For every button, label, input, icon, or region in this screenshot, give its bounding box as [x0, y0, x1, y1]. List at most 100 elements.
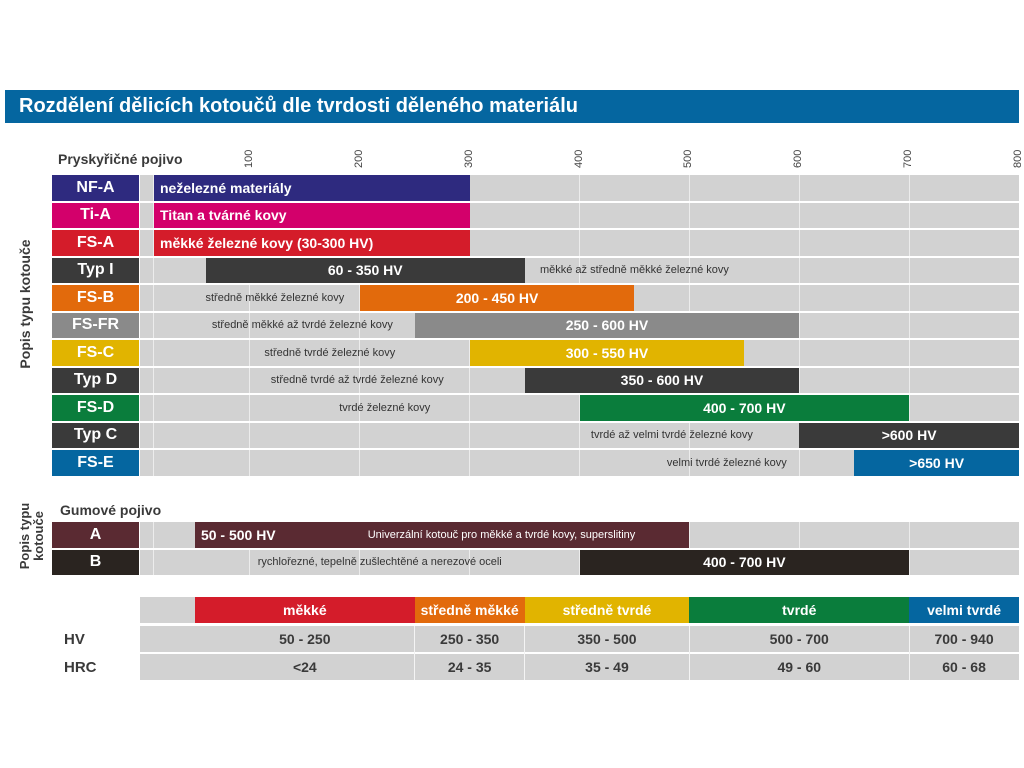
resin-bar: neželezné materiály [154, 175, 470, 201]
grid-line [798, 312, 800, 338]
grid-line [469, 175, 471, 201]
grid-line [908, 340, 910, 366]
resin-bar: měkké železné kovy (30-300 HV) [154, 230, 470, 256]
scale-hrc-cell: <24 [292, 659, 317, 675]
grid-line [688, 522, 690, 548]
grid-line [688, 285, 690, 311]
grid-line [469, 549, 471, 575]
grid-line [798, 202, 800, 228]
resin-row-label: FS-B [52, 285, 139, 311]
x-tick-label: 600 [792, 149, 805, 168]
grid-line [359, 422, 361, 448]
grid-line [579, 202, 580, 228]
grid-line [153, 257, 154, 283]
grid-line [153, 549, 154, 575]
resin-row-desc: velmi tvrdé železné kovy [666, 456, 787, 469]
x-tick-label: 500 [682, 149, 695, 168]
resin-bar: 300 - 550 HV [469, 340, 745, 366]
grid-line [798, 367, 800, 393]
x-tick-label: 700 [902, 149, 915, 168]
resin-row-label: Typ I [52, 257, 139, 283]
x-tick-label: 300 [462, 149, 475, 168]
scale-hv-cell: 500 - 700 [769, 631, 829, 647]
grid-line [153, 450, 154, 476]
grid-line [153, 367, 154, 393]
grid-line [359, 312, 361, 338]
grid-line [249, 285, 251, 311]
scale-hrc-track [140, 654, 1019, 680]
grid-line [153, 312, 154, 338]
grid-line [798, 522, 800, 548]
scale-row-label-hrc: HRC [64, 659, 97, 676]
grid-line [153, 522, 154, 548]
resin-bar: >600 HV [799, 422, 1019, 448]
resin-bar: >650 HV [854, 450, 1019, 476]
scale-divider [414, 626, 416, 680]
grid-line [153, 285, 154, 311]
grid-line [153, 230, 154, 256]
resin-bar: 350 - 600 HV [524, 367, 800, 393]
grid-line [359, 450, 361, 476]
grid-line [798, 230, 800, 256]
grid-line [688, 202, 690, 228]
grid-line [153, 175, 154, 201]
grid-line [469, 367, 471, 393]
resin-bar: 200 - 450 HV [359, 285, 635, 311]
grid-line [469, 450, 471, 476]
resin-row-label: FS-E [52, 450, 139, 476]
grid-line [153, 395, 154, 421]
rubber-section-label: Gumové pojivo [60, 502, 162, 518]
grid-line [579, 422, 580, 448]
grid-line [249, 549, 251, 575]
grid-line [359, 395, 361, 421]
y-axis-label: Popis typu kotouče [17, 239, 33, 369]
rubber-row-label: B [52, 549, 139, 575]
resin-row-desc: tvrdé železné kovy [339, 401, 431, 414]
grid-line [688, 257, 690, 283]
scale-category-header: tvrdé [689, 597, 910, 623]
grid-line [908, 312, 910, 338]
resin-row-label: FS-D [52, 395, 139, 421]
scale-hv-cell: 250 - 350 [440, 631, 500, 647]
scale-category-header: středně měkké [414, 597, 525, 623]
grid-line [249, 340, 251, 366]
grid-line [798, 340, 800, 366]
grid-line [908, 395, 910, 421]
grid-line [153, 202, 154, 228]
grid-line [688, 450, 690, 476]
resin-row-desc: tvrdé až velmi tvrdé železné kovy [590, 429, 753, 442]
grid-line [579, 175, 580, 201]
resin-row-label: Ti-A [52, 202, 139, 228]
resin-bar: 250 - 600 HV [414, 312, 800, 338]
grid-line [249, 367, 251, 393]
grid-line [249, 312, 251, 338]
rubber-bar: 50 - 500 HV [194, 522, 690, 548]
scale-hrc-cell: 24 - 35 [447, 659, 492, 675]
resin-bar: 400 - 700 HV [579, 395, 910, 421]
resin-row-label: FS-A [52, 230, 139, 256]
resin-row-desc: měkké až středně měkké železné kovy [539, 264, 729, 277]
grid-line [688, 230, 690, 256]
resin-row-label: Typ C [52, 422, 139, 448]
grid-line [908, 175, 910, 201]
resin-row-desc: středně měkké železné kovy [205, 291, 345, 304]
grid-line [688, 422, 690, 448]
grid-line [359, 549, 361, 575]
grid-line [798, 285, 800, 311]
rubber-row-desc: Univerzální kotouč pro měkké a tvrdé kov… [367, 528, 636, 541]
grid-line [469, 395, 471, 421]
grid-line [359, 367, 361, 393]
x-tick-label: 100 [242, 149, 255, 168]
grid-line [249, 422, 251, 448]
grid-line [908, 549, 910, 575]
grid-line [798, 175, 800, 201]
resin-section-label: Pryskyřičné pojivo [58, 151, 183, 167]
page-title: Rozdělení dělicích kotoučů dle tvrdosti … [5, 90, 1019, 123]
resin-row-desc: středně tvrdé až tvrdé železné kovy [270, 374, 444, 387]
resin-bar: 60 - 350 HV [205, 257, 525, 283]
scale-hrc-cell: 60 - 68 [942, 659, 986, 675]
rubber-row-desc: rychlořezné, tepelně zušlechtěné a nerez… [257, 556, 502, 569]
grid-line [908, 367, 910, 393]
grid-line [908, 522, 910, 548]
scale-hv-cell: 50 - 250 [279, 631, 331, 647]
